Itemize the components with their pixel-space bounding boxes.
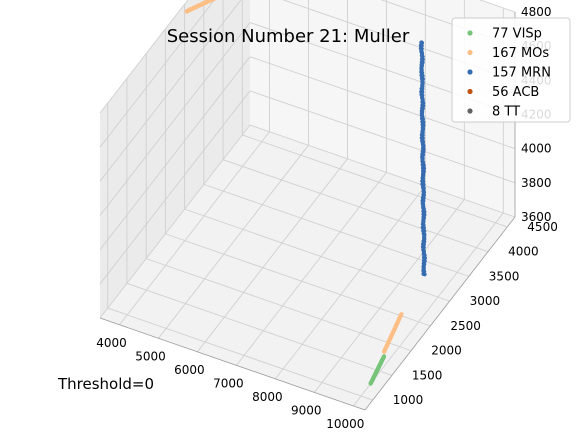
z-grid-left — [99, 0, 242, 182]
legend-label: 8 TT — [492, 105, 520, 120]
data-point — [419, 40, 424, 45]
data-point — [399, 312, 404, 317]
z-tick-label: 4000 — [521, 142, 552, 156]
legend-label: 167 MOs — [492, 46, 549, 61]
x-grid-floor — [119, 131, 270, 326]
x-tick-label: 7000 — [213, 376, 244, 390]
legend-frame — [451, 17, 571, 123]
y-tick-label: 3000 — [470, 294, 501, 308]
legend: 77 VISp 167 MOs 157 MRN 56 ACB 8 TT — [451, 17, 571, 123]
z-grid-left — [99, 0, 189, 114]
y-tick-label: 4000 — [508, 245, 539, 259]
floor-pane — [100, 125, 515, 410]
legend-marker — [467, 108, 473, 114]
x-axis-line — [99, 317, 366, 411]
y-grid-floor — [165, 233, 431, 327]
x-grid-floor — [313, 199, 465, 393]
x-tick-label: 10000 — [326, 417, 364, 431]
y-grid-floor — [107, 307, 373, 401]
legend-label: 56 ACB — [492, 85, 539, 100]
back-wall-pane — [250, 0, 515, 217]
left-wall-pane — [100, 0, 250, 318]
axis-panes — [100, 0, 515, 410]
y-tick-label: 3500 — [489, 269, 520, 283]
data-points — [184, 0, 427, 386]
y-tick-label: 4500 — [527, 220, 558, 234]
z-grid-left — [99, 124, 251, 319]
x-grid-floor — [236, 172, 387, 366]
chart-title: Session Number 21: Muller — [167, 26, 410, 47]
legend-label: 157 MRN — [492, 66, 551, 81]
legend-marker — [467, 88, 473, 95]
x-grid-floor — [197, 158, 348, 353]
x-grid-floor — [352, 212, 504, 407]
y-tick-label: 1000 — [393, 393, 424, 407]
legend-marker — [467, 69, 473, 75]
z-grid-left — [99, 90, 251, 285]
threshold-label: Threshold=0 — [57, 375, 154, 393]
y-grid-floor — [126, 282, 393, 376]
z-grid-left — [99, 22, 251, 216]
y-grid-floor — [242, 134, 508, 228]
y-tick-label: 2000 — [431, 344, 462, 358]
x-tick-label: 9000 — [291, 403, 322, 417]
legend-label: 77 VISp — [492, 27, 542, 42]
x-tick-label: 4000 — [96, 336, 127, 350]
z-grid-left — [99, 0, 215, 148]
x-grid-floor — [158, 145, 309, 339]
y-grid-floor — [184, 208, 450, 302]
y-tick-label: 2500 — [450, 319, 481, 333]
legend-marker — [467, 30, 473, 36]
z-grid-left — [99, 56, 251, 250]
y-axis-line — [364, 216, 516, 411]
y-grid-floor — [222, 159, 489, 253]
z-tick-label: 4800 — [521, 5, 552, 19]
z-grid-back — [249, 124, 516, 218]
z-grid-back — [249, 56, 516, 150]
z-tick-label: 3800 — [521, 176, 552, 190]
legend-marker — [467, 49, 473, 56]
x-grid-floor — [275, 185, 426, 380]
z-tick-label: 3600 — [521, 210, 552, 224]
z-grid-back — [249, 90, 516, 184]
x-tick-label: 5000 — [135, 349, 166, 363]
y-tick-label: 1500 — [412, 368, 443, 382]
x-tick-label: 6000 — [174, 363, 205, 377]
y-grid-floor — [146, 258, 412, 352]
x-tick-label: 8000 — [252, 390, 283, 404]
data-point — [381, 354, 387, 359]
